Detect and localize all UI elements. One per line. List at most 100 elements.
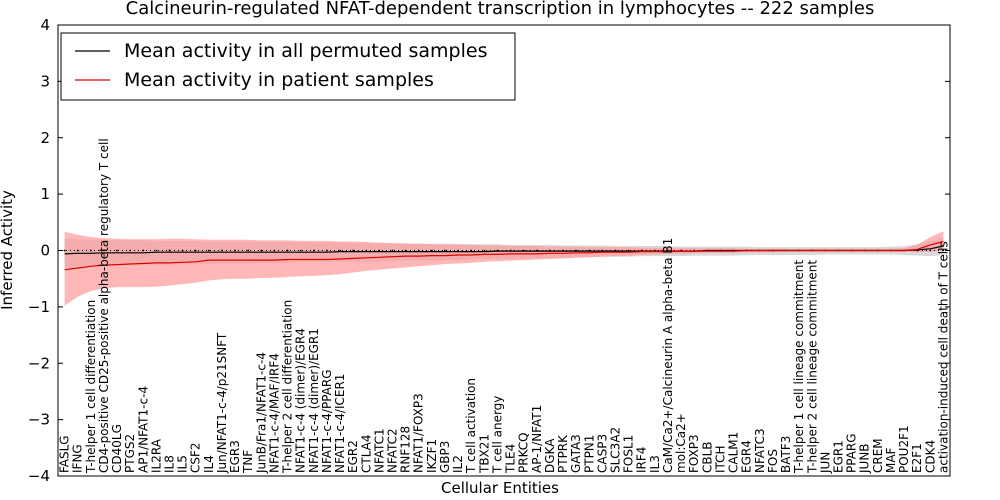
x-tick-label: IFNG bbox=[71, 444, 85, 473]
category-marker bbox=[391, 249, 394, 252]
category-marker bbox=[89, 249, 92, 252]
x-axis-title: Cellular Entities bbox=[441, 479, 559, 497]
category-marker bbox=[470, 249, 473, 252]
x-tick-label: CD40LG bbox=[110, 424, 124, 473]
category-marker bbox=[129, 249, 132, 252]
category-marker bbox=[483, 249, 486, 252]
x-tick-label: PRKCQ bbox=[517, 432, 531, 473]
category-marker bbox=[417, 249, 420, 252]
category-marker bbox=[326, 249, 328, 252]
x-tick-label: FASLG bbox=[58, 435, 72, 473]
category-marker bbox=[208, 249, 210, 252]
category-marker bbox=[168, 249, 171, 252]
x-tick-label: NFAT1-c-4 (dimer)/EGR1 bbox=[307, 328, 321, 473]
x-tick-label: T-helper 2 cell lineage commitment bbox=[805, 260, 819, 474]
x-tick-label: IL3 bbox=[648, 455, 662, 473]
category-marker bbox=[404, 249, 407, 252]
x-tick-label: AP1/NFAT1-c-4 bbox=[136, 386, 150, 473]
x-tick-label: NFAT1-c-4/PPARG bbox=[320, 369, 334, 473]
category-marker bbox=[221, 249, 223, 252]
category-marker bbox=[339, 249, 341, 252]
x-tick-label: EGR2 bbox=[346, 440, 360, 473]
x-tick-label: FOS bbox=[766, 449, 780, 473]
x-tick-label: POU2F1 bbox=[897, 425, 911, 473]
category-marker bbox=[942, 249, 945, 252]
category-marker bbox=[103, 249, 105, 252]
x-tick-label: NFATC3 bbox=[753, 428, 767, 473]
legend-label-permuted: Mean activity in all permuted samples bbox=[124, 40, 487, 62]
category-marker bbox=[76, 249, 79, 252]
x-tick-label: GATA3 bbox=[569, 434, 583, 473]
y-tick-label: −3 bbox=[28, 411, 50, 429]
x-tick-label: MAF bbox=[884, 447, 898, 473]
y-tick-label: −1 bbox=[28, 298, 50, 316]
x-tick-label: JUN bbox=[818, 452, 832, 474]
x-tick-label: PPARG bbox=[845, 433, 859, 473]
x-tick-label: NFAT1-c-4 (dimer)/EGR4 bbox=[294, 328, 308, 473]
category-marker bbox=[457, 249, 459, 252]
x-tick-label: T-helper 1 cell lineage commitment bbox=[792, 260, 806, 474]
x-tick-label: T cell anergy bbox=[490, 396, 504, 474]
category-marker bbox=[431, 249, 433, 252]
x-tick-label: ITCH bbox=[713, 445, 727, 473]
y-tick-label: −2 bbox=[28, 354, 50, 372]
x-tick-label: EGR4 bbox=[740, 440, 754, 473]
category-marker bbox=[286, 249, 289, 252]
x-tick-label: RNF128 bbox=[399, 426, 413, 473]
x-tick-label: NFAT1/FOXP3 bbox=[412, 393, 426, 473]
x-tick-label: CASP3 bbox=[595, 434, 609, 473]
x-tick-label: BATF3 bbox=[779, 436, 793, 473]
y-tick-label: 4 bbox=[40, 16, 50, 34]
x-tick-label: E2F1 bbox=[910, 443, 924, 473]
patient-mean-line bbox=[64, 240, 944, 271]
category-marker bbox=[352, 249, 354, 252]
category-marker bbox=[247, 249, 250, 252]
category-marker bbox=[234, 249, 237, 252]
x-tick-label: TLE4 bbox=[504, 444, 518, 474]
x-tick-label: GBP3 bbox=[438, 441, 452, 473]
category-marker bbox=[273, 249, 276, 252]
x-tick-label: IKZF1 bbox=[425, 439, 439, 473]
category-marker bbox=[312, 249, 315, 252]
x-tick-label: CALM1 bbox=[727, 432, 741, 473]
x-tick-label: IL5 bbox=[176, 455, 190, 473]
x-tick-label: JUNB bbox=[858, 443, 872, 474]
category-marker bbox=[194, 249, 197, 252]
category-marker bbox=[260, 249, 263, 252]
x-tick-label: T-helper 1 cell differentiation bbox=[84, 300, 98, 474]
x-tick-label: T-helper 2 cell differentiation bbox=[281, 300, 295, 474]
category-marker bbox=[365, 249, 368, 252]
x-tick-label: CBLB bbox=[700, 441, 714, 473]
y-tick-label: 2 bbox=[40, 129, 50, 147]
x-tick-label: Jun/NFAT1-c-4/p21SNFT bbox=[215, 332, 229, 474]
x-tick-label: NFATC2 bbox=[386, 428, 400, 473]
y-axis-ticks: −4 −3 −2 −1 0 1 2 3 4 bbox=[28, 16, 950, 485]
y-tick-label: 0 bbox=[40, 242, 50, 260]
category-marker bbox=[181, 249, 184, 252]
category-marker bbox=[155, 249, 158, 252]
x-tick-label: activation-induced cell death of T cells bbox=[936, 241, 950, 473]
x-tick-label: NFAT1-c-4/MAF/IRF4 bbox=[267, 353, 281, 473]
x-tick-label: IL2RA bbox=[149, 438, 163, 473]
x-tick-label: CDK4 bbox=[923, 440, 937, 473]
y-axis-title: Inferred Activity bbox=[0, 190, 16, 310]
x-tick-label: IL4 bbox=[202, 455, 216, 473]
x-axis-category-labels: FASLG IFNG T-helper 1 cell differentiation… bbox=[58, 138, 951, 474]
x-tick-label: FOSL1 bbox=[622, 435, 636, 473]
legend: Mean activity in all permuted samples Me… bbox=[60, 32, 516, 101]
category-marker bbox=[142, 249, 145, 252]
x-tick-label: IRF4 bbox=[635, 447, 649, 473]
y-tick-label: −4 bbox=[28, 467, 50, 485]
x-tick-label: EGR3 bbox=[228, 440, 242, 473]
x-tick-label: PTPN1 bbox=[582, 435, 596, 473]
x-tick-label: NFATC1 bbox=[372, 428, 386, 473]
x-tick-label: mol:Ca2+ bbox=[674, 413, 688, 473]
x-tick-label: TBX21 bbox=[477, 434, 491, 474]
category-marker bbox=[116, 249, 118, 252]
x-tick-label: CD4-positive CD25-positive alpha-beta re… bbox=[97, 138, 111, 473]
x-tick-label: DGKA bbox=[543, 438, 557, 473]
plot-area bbox=[58, 231, 950, 306]
x-tick-label: JunB/Fra1/NFAT1-c-4 bbox=[254, 352, 268, 474]
x-tick-label: EGR1 bbox=[832, 440, 846, 473]
chart-title: Calcineurin-regulated NFAT-dependent tra… bbox=[126, 0, 875, 19]
